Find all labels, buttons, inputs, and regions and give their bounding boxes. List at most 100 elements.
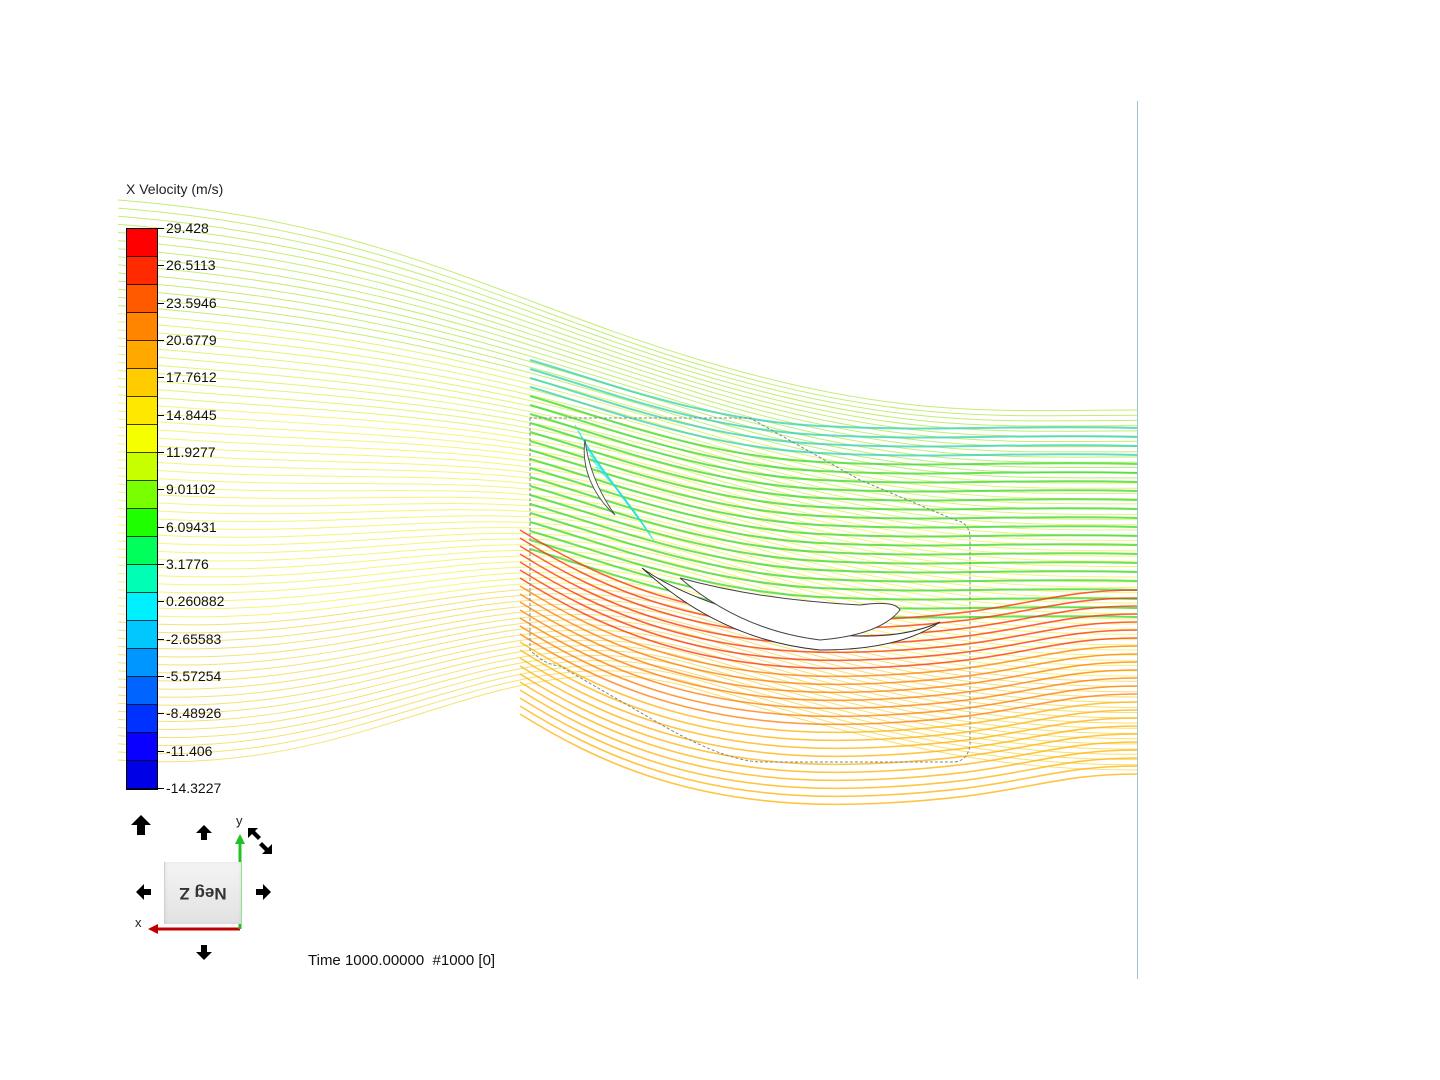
streamline bbox=[117, 571, 1138, 667]
legend-swatch bbox=[127, 229, 157, 257]
y-axis-label: y bbox=[236, 813, 243, 828]
view-cube-label: Neg Z bbox=[179, 884, 227, 903]
rotate-view-arrows-icon[interactable] bbox=[246, 826, 274, 856]
x-axis-label: x bbox=[135, 915, 142, 930]
streamline bbox=[117, 410, 1138, 547]
legend-label: -5.57254 bbox=[166, 668, 222, 684]
legend-label: 23.5946 bbox=[166, 294, 217, 311]
pan-left-arrow-icon[interactable] bbox=[133, 881, 155, 903]
legend-label: 11.9277 bbox=[166, 444, 216, 460]
legend-tick bbox=[158, 750, 164, 752]
streamline bbox=[529, 521, 1138, 592]
legend-label: 9.01102 bbox=[166, 481, 216, 498]
pan-down-arrow-icon[interactable] bbox=[193, 941, 215, 963]
streamline bbox=[117, 248, 1138, 443]
legend-tick bbox=[158, 377, 164, 379]
streamline bbox=[519, 697, 1138, 790]
streamline bbox=[117, 665, 1138, 761]
wing-element-3 bbox=[679, 577, 901, 641]
streamline bbox=[529, 359, 1138, 430]
streamline bbox=[117, 296, 1138, 474]
streamline bbox=[117, 649, 1138, 745]
streamline bbox=[117, 305, 1138, 479]
legend-swatch bbox=[127, 761, 157, 789]
streamline bbox=[519, 617, 1138, 710]
streamline bbox=[529, 431, 1138, 502]
rotate-up-arrow-icon[interactable] bbox=[130, 814, 152, 836]
legend-swatch bbox=[127, 509, 157, 537]
legend-swatch bbox=[127, 425, 157, 453]
streamline bbox=[519, 585, 1138, 678]
streamline bbox=[529, 368, 1138, 439]
streamline bbox=[117, 288, 1138, 469]
streamline bbox=[117, 418, 1138, 552]
legend-label: -8.48926 bbox=[166, 705, 222, 722]
legend-label: 20.6779 bbox=[166, 332, 217, 348]
streamline bbox=[117, 264, 1138, 453]
panel-divider bbox=[1137, 101, 1138, 979]
streamline bbox=[117, 634, 1138, 729]
legend-tick bbox=[158, 489, 164, 491]
streamline bbox=[117, 223, 1138, 427]
streamline bbox=[519, 657, 1138, 750]
streamline bbox=[117, 670, 1138, 766]
legend-tick bbox=[158, 228, 164, 229]
streamline bbox=[529, 395, 1138, 466]
streamline bbox=[117, 644, 1138, 740]
streamline bbox=[519, 713, 1138, 806]
legend-swatch bbox=[127, 285, 157, 313]
streamline bbox=[519, 641, 1138, 734]
streamline bbox=[519, 673, 1138, 766]
legend-tick bbox=[158, 564, 164, 565]
legend-swatch bbox=[127, 369, 157, 397]
streamline bbox=[117, 639, 1138, 734]
legend-swatch bbox=[127, 733, 157, 761]
streamline bbox=[529, 440, 1138, 511]
streamline bbox=[117, 434, 1138, 562]
streamline bbox=[529, 494, 1138, 565]
streamline bbox=[117, 337, 1138, 500]
streamline bbox=[117, 660, 1138, 755]
legend-swatch bbox=[127, 257, 157, 285]
streamline bbox=[117, 587, 1138, 682]
streamline bbox=[519, 705, 1138, 798]
legend-swatch bbox=[127, 565, 157, 593]
streamline bbox=[117, 215, 1138, 422]
streamline bbox=[117, 532, 1138, 630]
legend-tick bbox=[158, 265, 164, 267]
streamline bbox=[519, 625, 1138, 718]
view-cube[interactable]: Neg Z bbox=[164, 862, 241, 924]
streamline bbox=[117, 593, 1138, 688]
time-readout: Time 1000.00000 #1000 [0] bbox=[308, 952, 496, 969]
streamline bbox=[519, 689, 1138, 782]
streamline bbox=[117, 544, 1138, 641]
streamline bbox=[117, 459, 1138, 578]
legend-label: 0.260882 bbox=[166, 593, 225, 610]
streamline bbox=[529, 512, 1138, 583]
streamline bbox=[519, 681, 1138, 774]
y-axis-arrowhead bbox=[235, 834, 245, 844]
streamline bbox=[529, 413, 1138, 484]
streamline bbox=[117, 515, 1138, 614]
streamline bbox=[117, 378, 1138, 526]
legend-swatch bbox=[127, 621, 157, 649]
pan-right-arrow-icon[interactable] bbox=[252, 881, 274, 903]
streamline bbox=[117, 619, 1138, 714]
legend-tick bbox=[158, 713, 164, 715]
streamline bbox=[117, 475, 1138, 588]
legend-swatch bbox=[127, 481, 157, 509]
legend-tick bbox=[158, 414, 164, 416]
legend-label: 6.09431 bbox=[166, 518, 217, 535]
streamline bbox=[117, 507, 1138, 609]
pan-up-arrow-icon[interactable] bbox=[193, 822, 215, 844]
streamlines-group bbox=[117, 199, 1138, 806]
streamline bbox=[529, 386, 1138, 457]
legend-swatch bbox=[127, 705, 157, 733]
streamline bbox=[117, 608, 1138, 703]
legend-swatch bbox=[127, 649, 157, 677]
legend-label: 17.7612 bbox=[166, 369, 217, 386]
legend-label: -14.3227 bbox=[166, 780, 222, 796]
streamline bbox=[117, 402, 1138, 541]
